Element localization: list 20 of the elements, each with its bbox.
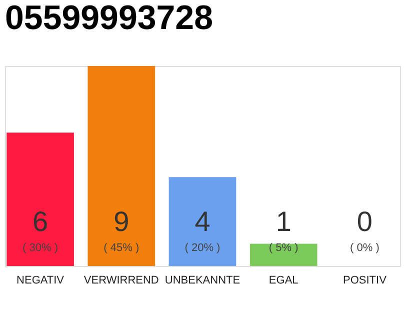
annotation: 1 bbox=[276, 206, 292, 237]
bar bbox=[6, 132, 74, 266]
x-tick-label: NEGATIV bbox=[16, 274, 65, 286]
annotation: 4 bbox=[194, 206, 210, 237]
x-tick-label: EGAL bbox=[268, 274, 298, 286]
data-label: ( 45% ) bbox=[104, 242, 140, 254]
data-label: ( 5% ) bbox=[268, 242, 298, 254]
annotation: 0 bbox=[356, 206, 373, 237]
bar bbox=[88, 66, 156, 266]
bar bbox=[168, 177, 236, 266]
data-label: ( 0% ) bbox=[350, 242, 380, 254]
x-tick-label: VERWIRREND bbox=[84, 274, 159, 286]
annotation: 9 bbox=[114, 206, 130, 237]
x-tick-label: UNBEKANNTE bbox=[164, 274, 240, 286]
annotation: 6 bbox=[32, 206, 48, 237]
bar bbox=[250, 244, 318, 266]
chart-title: 05599993728 bbox=[5, 0, 214, 37]
data-label: ( 20% ) bbox=[184, 242, 220, 254]
data-label: ( 30% ) bbox=[22, 242, 58, 254]
x-tick-label: POSITIV bbox=[343, 274, 388, 286]
